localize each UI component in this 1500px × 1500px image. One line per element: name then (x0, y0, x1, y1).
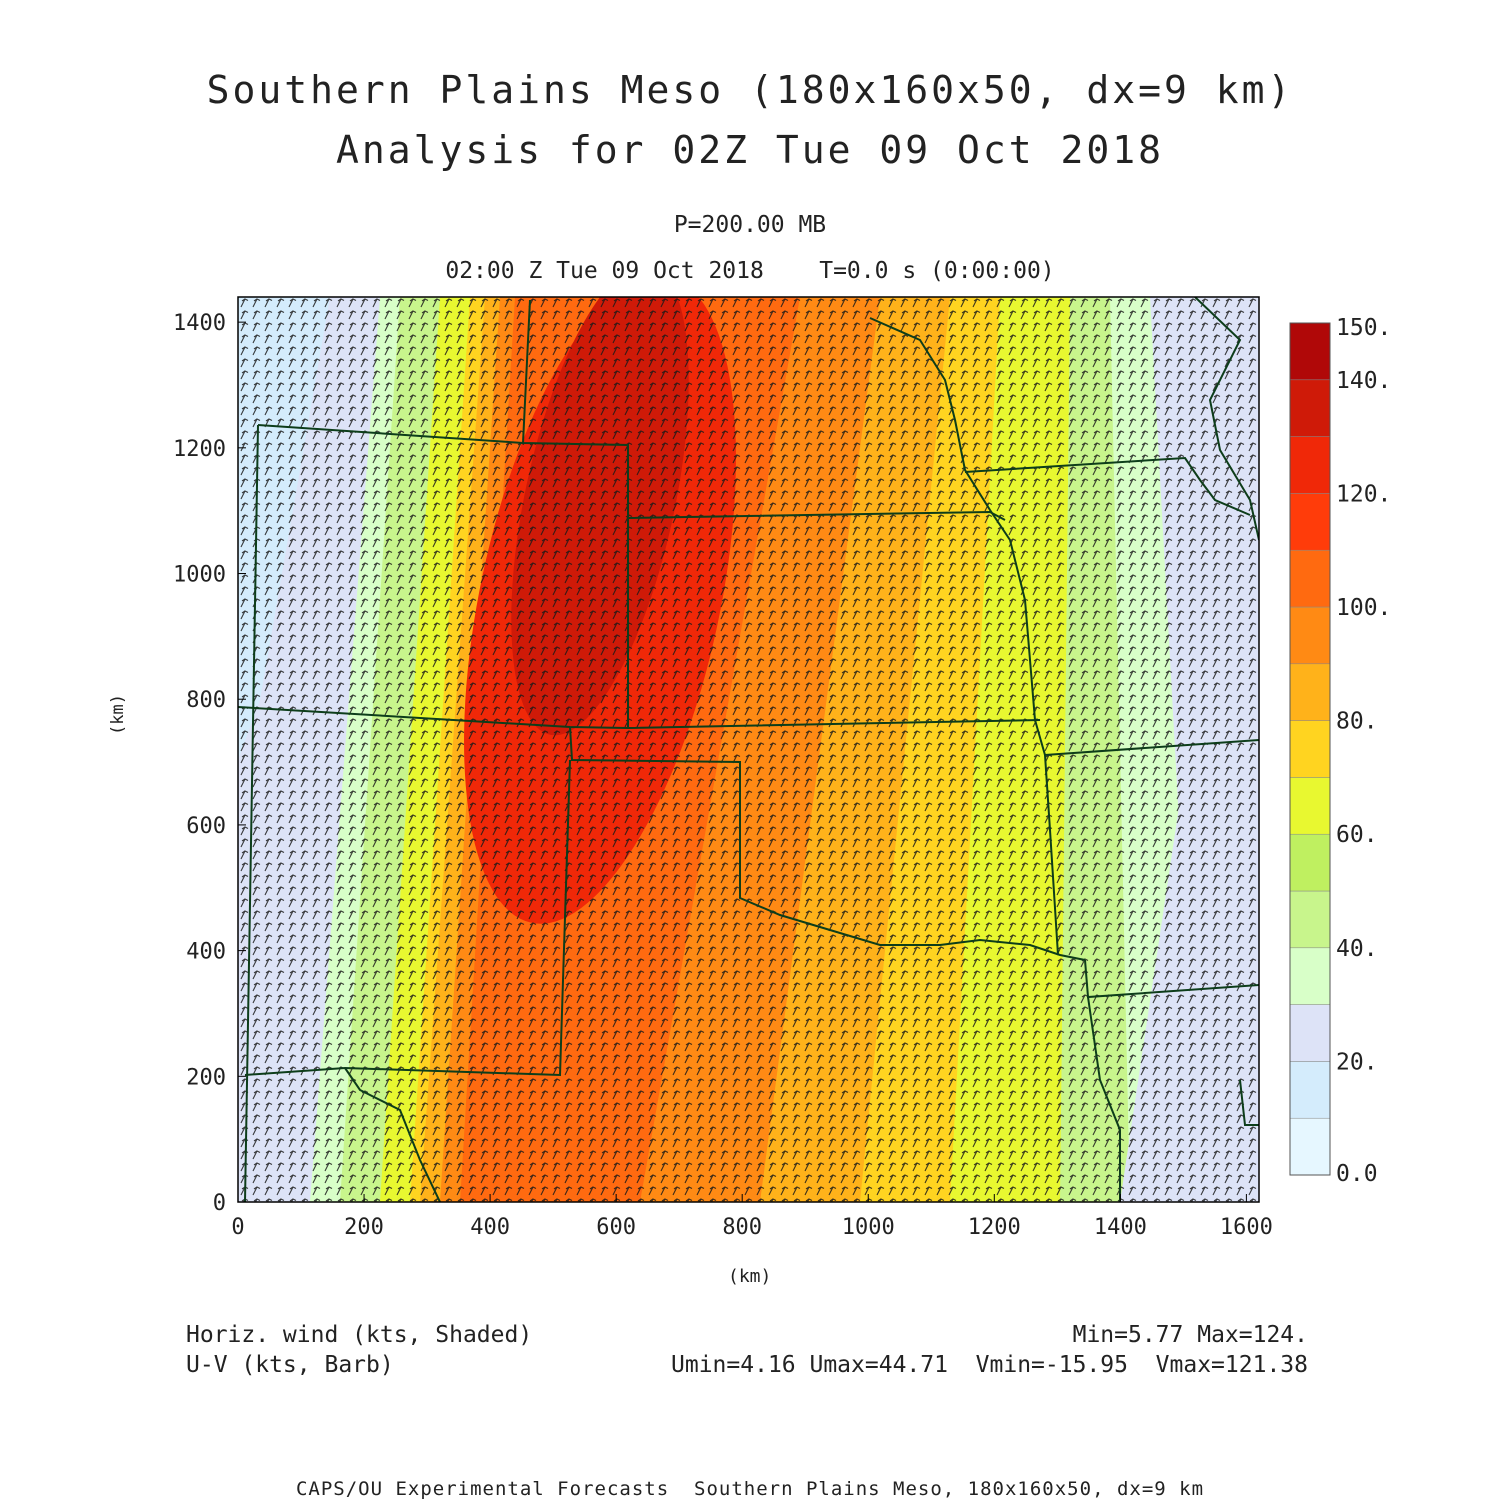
x-tick-label: 1600 (1220, 1215, 1273, 1240)
x-axis: 0 200 400 600 800 1000 1200 1400 1600 (231, 1194, 1273, 1240)
x-tick-label: 1400 (1094, 1215, 1147, 1240)
x-tick-label: 800 (722, 1215, 762, 1240)
colorbar-label: 60. (1336, 822, 1378, 848)
colorbar-bin (1289, 549, 1331, 608)
y-axis: 0 200 400 600 800 1000 1200 1400 (173, 311, 246, 1216)
colorbar-label: 20. (1336, 1049, 1378, 1075)
legend-barb-field: U-V (kts, Barb) (186, 1352, 394, 1378)
colorbar: 0.0 20. 40. 60. 80. 100. 120. 140. 150. (1289, 315, 1391, 1187)
title-line-2: Analysis for 02Z Tue 09 Oct 2018 (335, 128, 1165, 172)
x-tick-label: 0 (231, 1215, 244, 1240)
x-axis-label: (km) (728, 1266, 772, 1287)
x-tick-label: 400 (470, 1215, 510, 1240)
x-tick-label: 1200 (968, 1215, 1021, 1240)
title-line-1: Southern Plains Meso (180x160x50, dx=9 k… (206, 68, 1294, 112)
valid-time-label: 02:00 Z Tue 09 Oct 2018 T=0.0 s (0:00:00… (445, 258, 1055, 284)
colorbar-bin (1289, 436, 1331, 494)
y-axis-label: (km) (108, 694, 128, 735)
y-tick-label: 1000 (173, 563, 226, 588)
colorbar-label: 0.0 (1336, 1161, 1378, 1187)
colorbar-bin (1289, 720, 1331, 778)
pressure-level-label: P=200.00 MB (673, 212, 827, 238)
colorbar-bin (1289, 322, 1331, 381)
colorbar-bin (1289, 947, 1331, 1005)
state-boundaries (238, 297, 1259, 1202)
y-tick-label: 1200 (173, 437, 226, 462)
y-tick-label: 200 (186, 1065, 226, 1090)
colorbar-label: 150. (1336, 315, 1391, 341)
y-tick-label: 600 (186, 814, 226, 839)
colorbar-bin (1289, 1004, 1331, 1062)
x-tick-label: 1000 (842, 1215, 895, 1240)
colorbar-bin (1289, 379, 1331, 437)
x-tick-label: 600 (596, 1215, 636, 1240)
y-tick-label: 400 (186, 940, 226, 965)
colorbar-bin (1289, 777, 1331, 835)
colorbar-bin (1289, 890, 1331, 949)
legend-shaded-field: Horiz. wind (kts, Shaded) (186, 1322, 533, 1348)
colorbar-label: 40. (1336, 936, 1378, 962)
colorbar-label: 120. (1336, 481, 1391, 507)
colorbar-bin (1289, 663, 1331, 721)
colorbar-bin (1289, 1061, 1331, 1119)
colorbar-bin (1289, 833, 1331, 892)
colorbar-bin (1289, 493, 1331, 551)
y-tick-label: 1400 (173, 311, 226, 336)
legend-uv-stats: Umin=4.16 Umax=44.71 Vmin=-15.95 Vmax=12… (671, 1352, 1308, 1378)
colorbar-label: 80. (1336, 709, 1378, 735)
footer-credit: CAPS/OU Experimental Forecasts Southern … (295, 1478, 1205, 1500)
colorbar-frame (1289, 322, 1331, 1176)
y-tick-label: 800 (186, 688, 226, 713)
colorbar-bin (1289, 1117, 1331, 1176)
colorbar-bin (1289, 606, 1331, 665)
legend-min-max: Min=5.77 Max=124. (1072, 1322, 1308, 1348)
wind-speed-shading (238, 297, 1259, 1202)
plot-frame (237, 296, 1260, 1203)
x-tick-label: 200 (344, 1215, 384, 1240)
colorbar-label: 140. (1336, 368, 1391, 394)
colorbar-label: 100. (1336, 595, 1391, 621)
y-tick-label: 0 (213, 1191, 226, 1216)
